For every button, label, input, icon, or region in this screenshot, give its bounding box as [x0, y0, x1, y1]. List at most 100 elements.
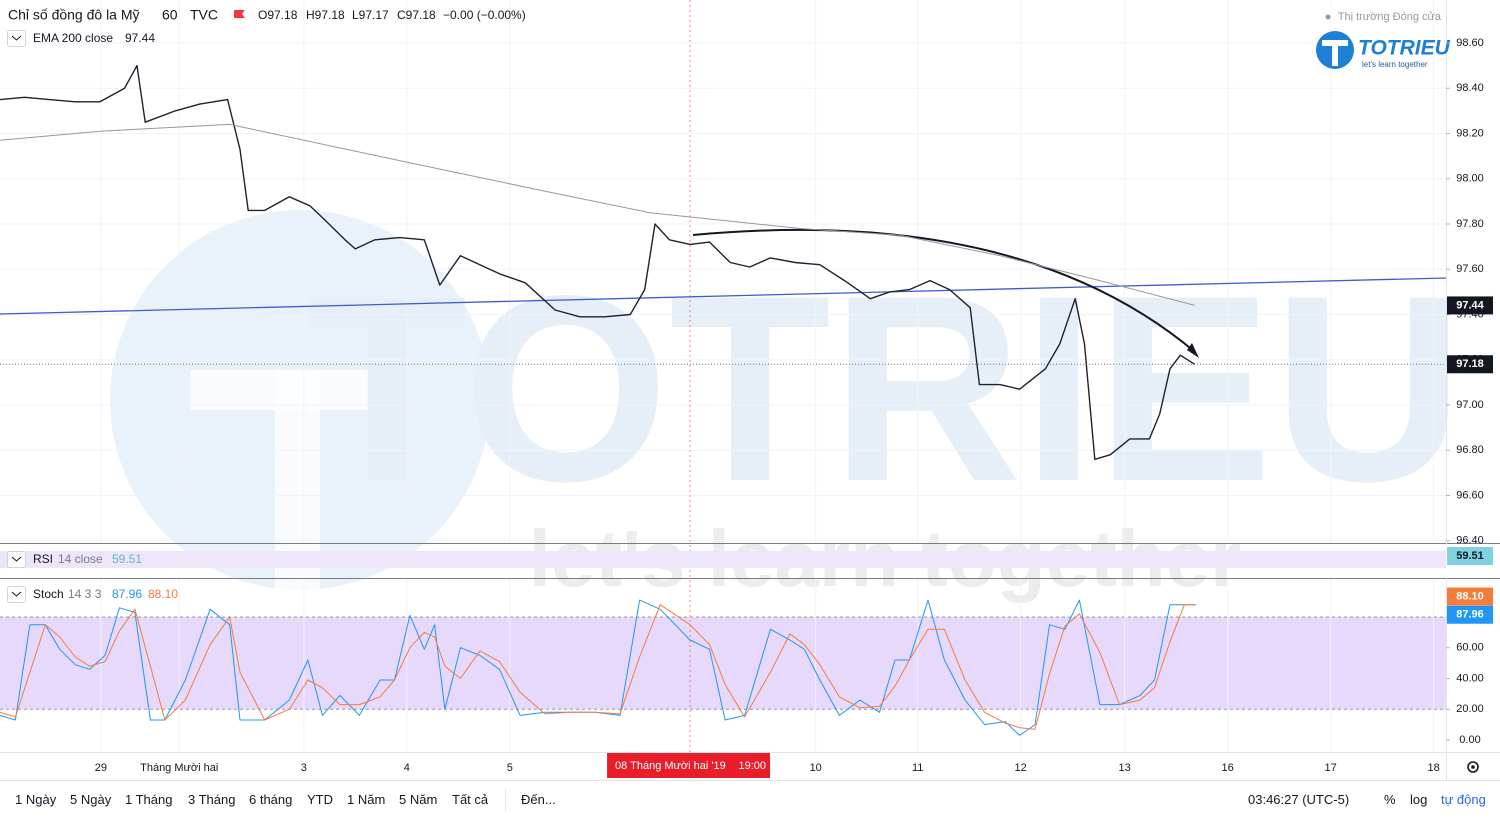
logo-name: TOTRIEU: [1358, 37, 1451, 60]
series-line: [0, 123, 1195, 306]
y-tick-label: 97.00: [1456, 399, 1484, 411]
y-tick-label: 98.60: [1456, 37, 1484, 49]
series-line: [0, 604, 1196, 730]
ema-legend: EMA 200 close: [33, 31, 113, 45]
collapse-button[interactable]: [7, 551, 26, 568]
range-button[interactable]: 1 Tháng: [125, 792, 173, 807]
arrow-curve: [692, 228, 1196, 353]
trend-line: [0, 277, 1447, 315]
separator: [505, 789, 506, 811]
price-badge-label: 59.51: [1456, 550, 1484, 562]
price-badge-label: 88.10: [1456, 590, 1484, 602]
log-toggle[interactable]: log: [1410, 792, 1428, 807]
marks: [0, 64, 1196, 736]
exchange: TVC: [190, 7, 218, 23]
crosshair-label-bg: [607, 753, 771, 778]
ohlc-high: H97.18: [306, 8, 345, 22]
x-tick-label: 3: [301, 762, 307, 774]
chevron: [11, 35, 22, 41]
range-button[interactable]: 1 Năm: [347, 792, 386, 807]
goto-date[interactable]: Đến...: [521, 792, 556, 807]
rsi-value: 59.51: [112, 552, 142, 566]
settings-icon[interactable]: [1467, 761, 1479, 773]
logo-icon: [1332, 40, 1338, 66]
range-button[interactable]: 5 Năm: [399, 792, 438, 807]
price-badge-label: 97.18: [1456, 358, 1484, 370]
price-badge: [1447, 587, 1493, 606]
price-badge: [1447, 355, 1493, 374]
x-tick-label: 18: [1428, 762, 1440, 774]
range-button[interactable]: Tất cả: [452, 792, 489, 807]
annotations: [0, 228, 1447, 358]
price-badge: [1447, 296, 1493, 315]
y-tick-label: 98.40: [1456, 82, 1484, 94]
range-button[interactable]: 3 Tháng: [188, 792, 236, 807]
ui: Chỉ số đồng đô la Mỹ 60 TVC O97.18 H97.1…: [0, 0, 1500, 780]
y-tick-label: 96.40: [1456, 535, 1484, 547]
rsi-legend: RSI: [33, 552, 53, 566]
y-tick-label: 98.00: [1456, 173, 1484, 185]
chevron: [11, 556, 22, 562]
logo-tagline: let's learn together: [1362, 60, 1428, 69]
y-tick-label: 20.00: [1456, 703, 1484, 715]
x-tick-label: 16: [1222, 762, 1234, 774]
y-tick-label: 98.20: [1456, 127, 1484, 139]
grid: [0, 0, 1446, 752]
rsi-band: [0, 551, 1446, 568]
x-tick-label: 4: [404, 762, 410, 774]
x-tick-label: 29: [95, 762, 107, 774]
range-button[interactable]: 5 Ngày: [70, 792, 112, 807]
chevron: [11, 591, 22, 597]
market-status: Thị trường Đóng cửa: [1338, 11, 1442, 23]
price-badge-label: 97.44: [1456, 299, 1484, 311]
crosshair-date: 08 Tháng Mười hai '19: [615, 760, 726, 772]
ohlc-open: O97.18: [258, 8, 298, 22]
y-tick-label: 97.80: [1456, 218, 1484, 230]
range-button[interactable]: YTD: [307, 792, 333, 807]
y-tick-label: 60.00: [1456, 642, 1484, 654]
percent-toggle[interactable]: %: [1384, 792, 1396, 807]
watermark-text: TOTRIEU: [306, 241, 1464, 537]
flag-icon: [234, 10, 245, 18]
collapse-button[interactable]: [7, 30, 26, 47]
x-tick-label: 5: [507, 762, 513, 774]
y-tick-label: 97.60: [1456, 263, 1484, 275]
symbol-title: Chỉ số đồng đô la Mỹ: [8, 7, 140, 23]
stoch-params: 14 3 3: [68, 587, 102, 601]
rsi-params: 14 close: [58, 552, 103, 566]
price-badge: [1447, 605, 1493, 624]
y-tick-label: 40.00: [1456, 672, 1484, 684]
ohlc-low: L97.17: [352, 8, 389, 22]
series-line: [0, 64, 1196, 460]
x-tick-label: 12: [1015, 762, 1027, 774]
settings-icon: [1471, 765, 1475, 769]
auto-toggle[interactable]: tự động: [1441, 792, 1486, 807]
price-badge-label: 87.96: [1456, 609, 1484, 621]
clock: 03:46:27 (UTC-5): [1248, 792, 1350, 807]
x-tick-label: 11: [912, 762, 923, 774]
stoch-legend: Stoch: [33, 587, 64, 601]
toolbar: Đến... 03:46:27 (UTC-5) % log tự động 1 …: [0, 780, 1500, 819]
interval: 60: [162, 7, 178, 23]
y-tick-label: 96.60: [1456, 489, 1484, 501]
status-dot: [1325, 14, 1331, 20]
chart: TOTRIEU let's learn together Chỉ số đồng…: [0, 0, 1500, 780]
range-button[interactable]: 1 Ngày: [15, 792, 57, 807]
ohlc-close: C97.18: [397, 8, 436, 22]
stoch-d-value: 88.10: [148, 587, 178, 601]
price-badge: [1447, 547, 1493, 565]
x-tick-label: 10: [810, 762, 822, 774]
range-button[interactable]: 6 tháng: [249, 792, 293, 807]
y-tick-label: 0.00: [1459, 734, 1480, 746]
x-tick-label: 17: [1325, 762, 1337, 774]
x-tick-label: Tháng Mười hai: [140, 762, 218, 774]
crosshair-time: 19:00: [739, 760, 767, 772]
ema-value: 97.44: [125, 31, 155, 45]
stoch-k-value: 87.96: [112, 587, 142, 601]
arrow-head: [1187, 343, 1199, 358]
band: [0, 616, 1446, 710]
collapse-button[interactable]: [7, 586, 26, 603]
y-tick-label: 96.80: [1456, 444, 1484, 456]
x-tick-label: 13: [1119, 762, 1131, 774]
